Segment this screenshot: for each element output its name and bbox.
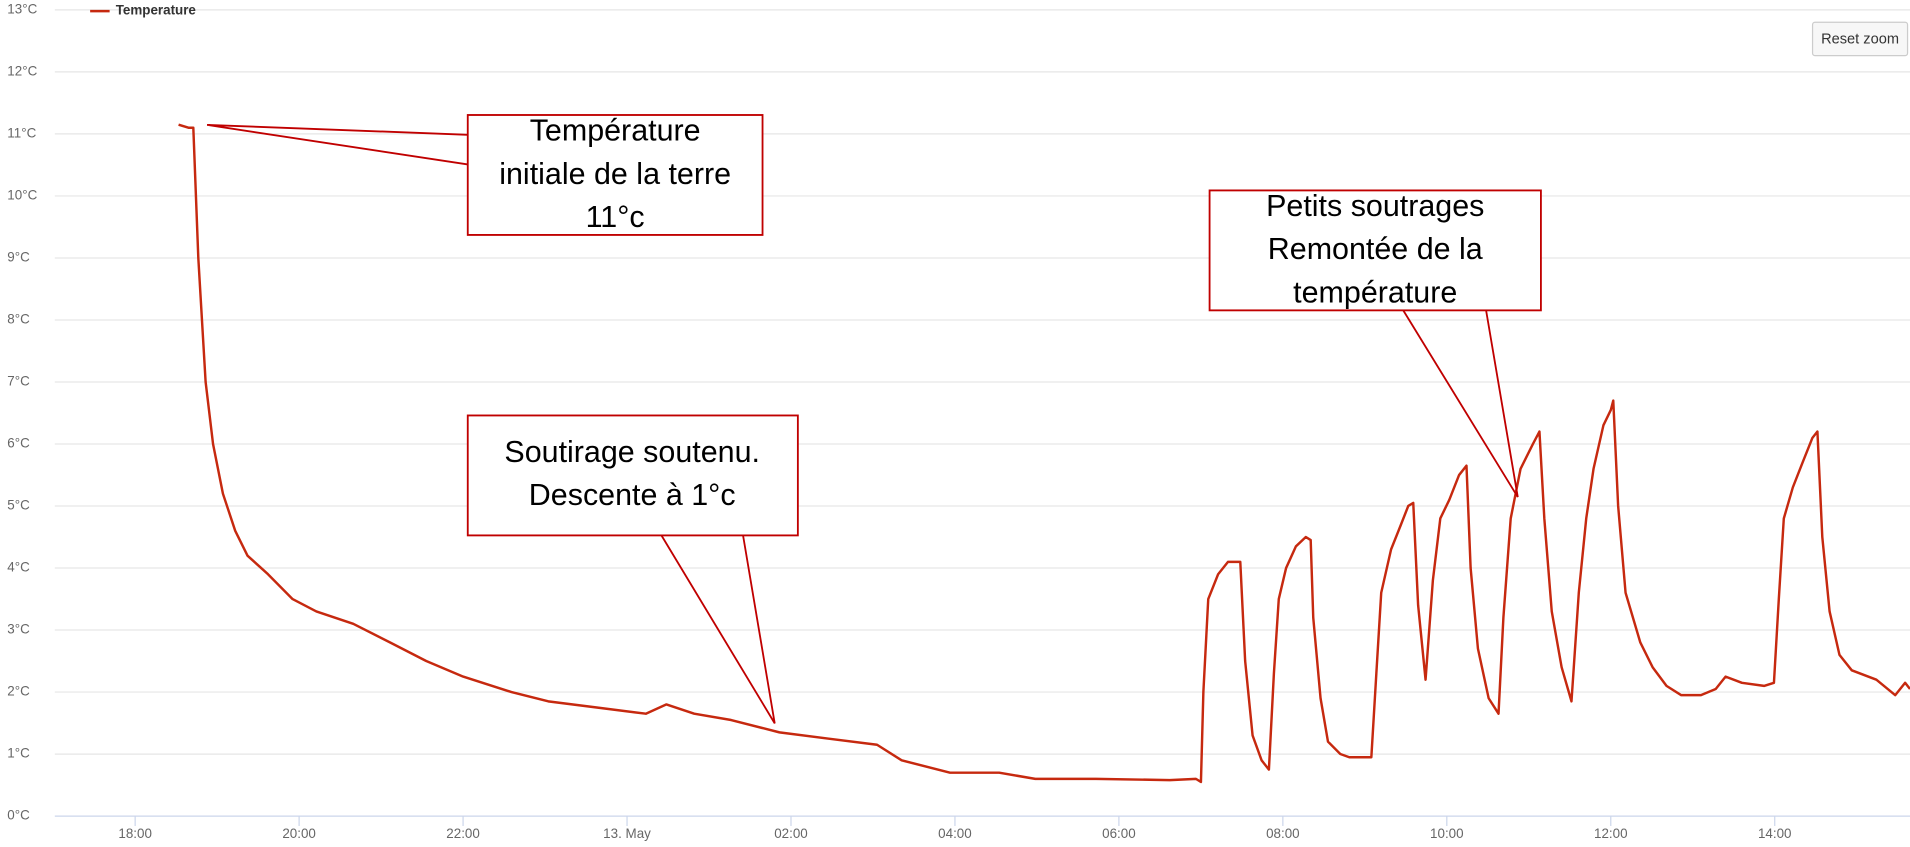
annotation-text: Remontée de la (1268, 231, 1484, 266)
annotation-text: température (1293, 274, 1457, 309)
callout-pointer (660, 534, 776, 724)
annotation-box (466, 114, 764, 236)
annotation-box (1208, 189, 1542, 312)
button-label[interactable]: Reset zoom (1821, 31, 1899, 47)
y-tick-label: 6°C (7, 435, 30, 450)
y-tick-label: 9°C (7, 249, 30, 264)
x-tick-label: 10:00 (1430, 826, 1464, 841)
x-tick-label: 20:00 (282, 826, 316, 841)
annotation-box (466, 414, 799, 537)
y-tick-label: 2°C (7, 684, 30, 699)
x-tick-label: 18:00 (118, 826, 152, 841)
y-tick-label: 10°C (7, 187, 37, 202)
y-tick-label: 3°C (7, 622, 30, 637)
annotation-text: 11°c (586, 199, 645, 234)
y-tick-label: 7°C (7, 373, 30, 388)
y-tick-label: 11°C (7, 125, 36, 140)
y-tick-label: 0°C (7, 808, 30, 823)
y-tick-label: 13°C (7, 1, 37, 16)
button-frame (1811, 21, 1909, 57)
callout-pointer (1402, 309, 1519, 498)
y-tick-label: 8°C (7, 311, 30, 326)
y-tick-label: 5°C (7, 498, 30, 513)
y-tick-label: 1°C (7, 746, 30, 761)
annotation-text: Petits soutrages (1266, 188, 1484, 223)
x-tick-label: 02:00 (774, 826, 808, 841)
x-tick-label: 08:00 (1266, 826, 1300, 841)
annotation-text: initiale de la terre (499, 156, 731, 191)
x-tick-label: 13. May (603, 826, 651, 841)
x-tick-label: 22:00 (446, 826, 480, 841)
reset-zoom-button[interactable]: Reset zoom (1811, 21, 1909, 57)
annotation-text: Soutirage soutenu. (504, 434, 760, 469)
x-tick-label: 06:00 (1102, 826, 1136, 841)
legend-label: Temperature (116, 3, 197, 18)
y-tick-label: 12°C (7, 63, 37, 78)
y-tick-label: 4°C (7, 560, 30, 575)
callout-pointer (206, 123, 468, 166)
annotation-text: Température (530, 112, 701, 147)
series-line (178, 123, 1910, 784)
x-tick-label: 12:00 (1594, 826, 1628, 841)
x-tick-label: 04:00 (938, 826, 972, 841)
x-tick-label: 14:00 (1758, 826, 1792, 841)
annotation-text: Descente à 1°c (529, 477, 736, 512)
